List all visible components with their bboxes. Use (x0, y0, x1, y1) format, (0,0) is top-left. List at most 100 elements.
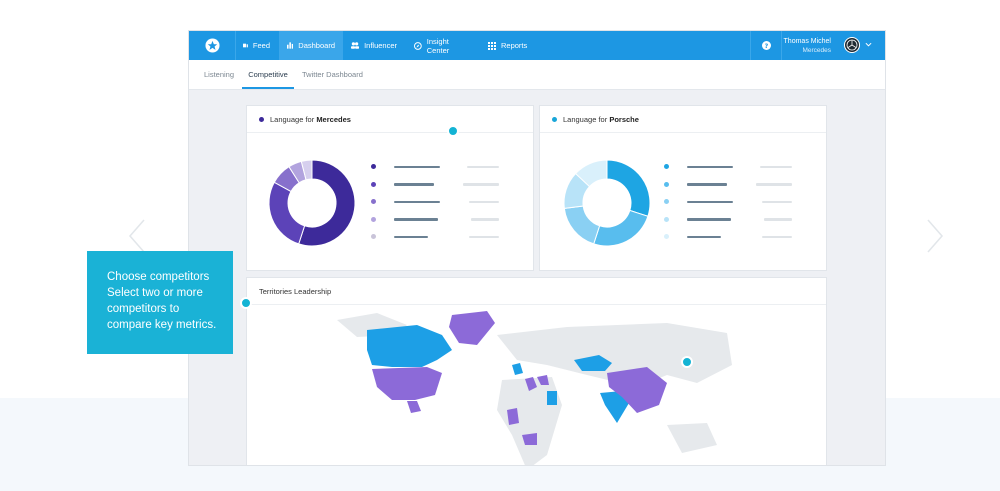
legend-label-placeholder (687, 165, 733, 168)
nav-item-insight-center[interactable]: Insight Center (406, 31, 480, 60)
users-icon (351, 42, 360, 49)
legend-dot (664, 181, 669, 187)
legend-value-placeholder (463, 183, 499, 186)
svg-text:?: ? (764, 43, 768, 50)
legend-dot (664, 164, 669, 169)
porsche-language-card: Language for Porsche (539, 105, 827, 271)
card-title: Language for Mercedes (270, 114, 351, 124)
porsche-legend (664, 164, 814, 244)
chevron-right-icon[interactable] (926, 218, 944, 254)
legend-item (664, 164, 814, 170)
user-name: Thomas Michel (783, 38, 831, 45)
legend-label-placeholder (394, 200, 440, 203)
world-map (337, 311, 732, 465)
card-title: Territories Leadership (259, 286, 332, 296)
question-icon: ? (761, 41, 771, 50)
legend-label-placeholder (394, 183, 434, 186)
hotspot-marker[interactable] (447, 125, 459, 137)
nav-item-reports[interactable]: Reports (480, 31, 536, 60)
legend-value-placeholder (469, 235, 499, 238)
donut-slice (298, 159, 356, 247)
series-dot (552, 116, 557, 122)
mercedes-donut-chart (268, 159, 356, 247)
nav-label-influencer: Influencer (364, 41, 397, 50)
nav-separator (750, 31, 751, 60)
mercedes-language-card: Language for Mercedes (246, 105, 534, 271)
donut-slice (593, 209, 649, 247)
avatar[interactable] (844, 37, 860, 53)
legend-dot (371, 164, 376, 169)
tab-bar: Listening Competitive Twitter Dashboard (189, 60, 885, 90)
nav-label-dashboard: Dashboard (298, 41, 335, 50)
legend-dot (371, 234, 376, 239)
tab-twitter-dashboard[interactable]: Twitter Dashboard (302, 70, 363, 79)
legend-label-placeholder (394, 165, 440, 168)
card-title: Language for Porsche (563, 114, 639, 124)
legend-value-placeholder (467, 165, 499, 168)
legend-item (371, 234, 521, 240)
grid-icon (488, 41, 496, 50)
mercedes-legend (371, 164, 521, 244)
legend-item (371, 181, 521, 188)
hotspot-marker[interactable] (681, 356, 693, 368)
legend-value-placeholder (762, 235, 792, 238)
nav-label-reports: Reports (501, 41, 528, 50)
legend-value-placeholder (469, 200, 499, 203)
legend-value-placeholder (764, 218, 792, 221)
nav-item-dashboard[interactable]: Dashboard (279, 31, 343, 60)
donut-slice (563, 205, 601, 245)
legend-label-placeholder (687, 218, 731, 221)
legend-dot (371, 216, 376, 222)
app-logo[interactable] (189, 31, 235, 60)
user-info[interactable]: Thomas Michel Mercedes (784, 37, 831, 55)
legend-dot (664, 234, 669, 239)
porsche-donut-chart (563, 159, 651, 247)
nav-label-feed: Feed (252, 41, 270, 50)
legend-item (664, 199, 814, 205)
hint-title: Choose competitors (107, 271, 210, 283)
legend-item (371, 216, 521, 223)
legend-item (371, 164, 521, 170)
legend-dot (664, 199, 669, 204)
chevron-down-icon[interactable] (865, 41, 872, 48)
donut-slice (606, 159, 651, 217)
donut-slice (574, 159, 608, 188)
star-logo-icon (204, 38, 220, 53)
nav-label-insight-center: Insight Center (426, 36, 450, 55)
legend-item (664, 216, 814, 223)
card-header: Language for Porsche (540, 106, 826, 133)
hotspot-marker[interactable] (240, 297, 252, 309)
legend-value-placeholder (760, 165, 792, 168)
nav-separator (235, 31, 236, 60)
legend-item (664, 181, 814, 188)
feed-icon (243, 43, 248, 48)
tab-competitive[interactable]: Competitive (242, 60, 294, 89)
legend-value-placeholder (756, 183, 792, 186)
nav-item-influencer[interactable]: Influencer (343, 31, 405, 60)
legend-dot (371, 181, 376, 187)
legend-label-placeholder (394, 218, 438, 221)
legend-dot (371, 199, 376, 204)
chevron-left-icon[interactable] (128, 218, 146, 254)
legend-item (371, 199, 521, 205)
legend-label-placeholder (394, 235, 428, 238)
mercedes-star-icon (846, 39, 858, 51)
card-header: Territories Leadership (247, 278, 826, 305)
tab-listening[interactable]: Listening (204, 70, 235, 79)
card-header: Language for Mercedes (247, 106, 533, 133)
nav-item-feed[interactable]: Feed (235, 31, 278, 60)
help-button[interactable]: ? (751, 31, 781, 60)
legend-label-placeholder (687, 200, 733, 203)
series-dot (259, 116, 264, 122)
donut-slice (268, 181, 306, 245)
top-nav: Feed Dashboard Influencer Insight Center (189, 31, 885, 60)
legend-label-placeholder (687, 183, 727, 186)
bar-chart-icon (287, 42, 294, 49)
legend-label-placeholder (687, 235, 721, 238)
app-window: Feed Dashboard Influencer Insight Center (188, 30, 886, 466)
legend-value-placeholder (762, 200, 792, 203)
legend-dot (664, 216, 669, 222)
legend-item (664, 234, 814, 240)
hint-body: Select two or more competitors to compar… (107, 287, 217, 331)
territories-card: Territories Leadership (246, 277, 827, 465)
